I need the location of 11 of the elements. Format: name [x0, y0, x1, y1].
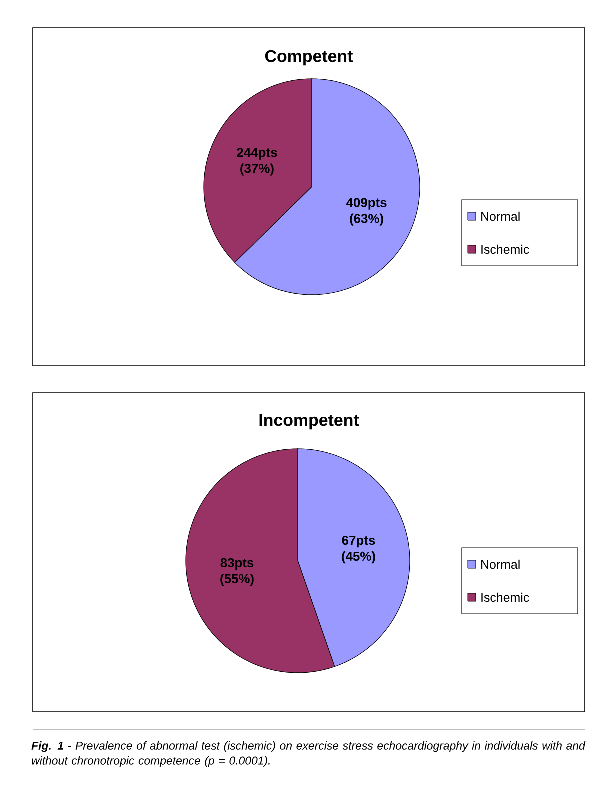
data-label: 409pts (63%) — [346, 198, 387, 226]
data-label: 83pts (55%) — [220, 558, 254, 586]
data-label: 67pts (45%) — [342, 536, 376, 564]
text: Fig. 1 - Prevalence of abnormal test (ischemic) on exercise stress echocardiography in individuals with and without chronotropic competence (p = 0.0001). — [32, 742, 586, 768]
legend-label: Normal — [482, 212, 520, 222]
legend-label: Ischemic — [482, 592, 530, 602]
legend-label: Normal — [482, 560, 520, 570]
chart-title: Competent — [265, 50, 354, 66]
data-label: 244pts (37%) — [237, 148, 278, 176]
legend-label: Ischemic — [482, 244, 530, 254]
chart-title: Incompetent — [260, 414, 360, 430]
